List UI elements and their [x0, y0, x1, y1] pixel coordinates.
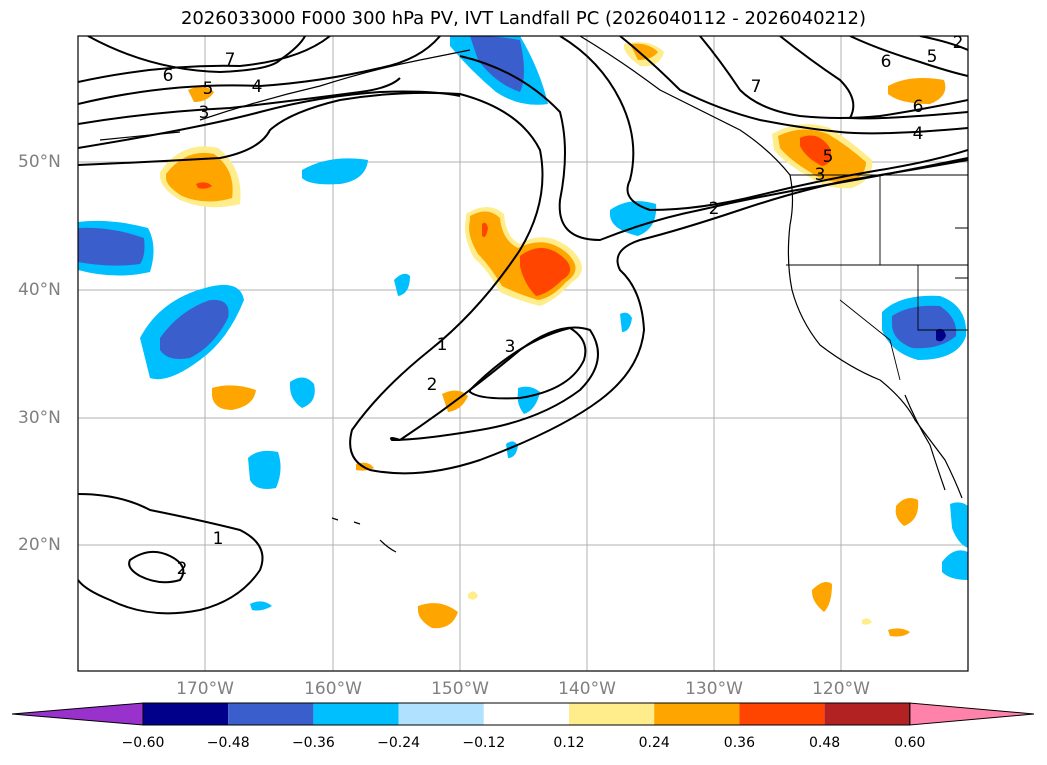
contour-label: 3	[505, 337, 516, 357]
lon-label: 150°W	[431, 679, 489, 699]
contour-label: 3	[815, 165, 826, 185]
colorbar-tick-label: 0.36	[723, 735, 755, 751]
lon-label: 140°W	[558, 679, 616, 699]
colorbar-extend-low	[11, 702, 144, 726]
colorbar-tick-label: −0.48	[206, 735, 250, 751]
contour-label: 6	[913, 97, 924, 117]
lon-label: 130°W	[685, 679, 743, 699]
colorbar-segment	[654, 703, 740, 725]
contour-label: 2	[953, 33, 964, 53]
coastlines	[99, 36, 963, 553]
contour-label: 2	[427, 375, 438, 395]
colorbar-tick-label: −0.12	[462, 735, 506, 751]
lat-label: 30°N	[18, 408, 61, 428]
pv-contours	[78, 36, 968, 615]
lon-label: 160°W	[304, 679, 362, 699]
colorbar-segment	[143, 703, 229, 725]
colorbar-tick-label: 0.60	[894, 735, 926, 751]
map-title: 2026033000 F000 300 hPa PV, IVT Landfall…	[180, 8, 867, 29]
colorbar-segment	[228, 703, 314, 725]
contour-label: 2	[177, 559, 188, 579]
contour-label: 6	[881, 52, 892, 72]
lat-label: 20°N	[18, 535, 61, 555]
contour-label: 4	[913, 124, 924, 144]
colorbar-extend-high	[909, 702, 1035, 726]
contour-label: 5	[927, 47, 938, 67]
lat-label: 40°N	[18, 280, 61, 300]
lon-label: 120°W	[812, 679, 870, 699]
colorbar-frame	[142, 702, 911, 726]
colorbar-segment	[483, 703, 569, 725]
colorbar-tick-label: −0.24	[377, 735, 421, 751]
contour-labels: 7 6 5 4 3 2 1 3 2 1 2 6 5 4 6 7 2 5 3	[163, 33, 964, 579]
contour-label: 4	[252, 77, 263, 97]
lat-label: 50°N	[18, 152, 61, 172]
contour-label: 7	[225, 50, 236, 70]
contour-label: 5	[203, 79, 214, 99]
contour-label: 1	[437, 335, 448, 355]
contour-label: 2	[709, 199, 720, 219]
colorbar-segment	[569, 703, 655, 725]
colorbar-segment	[739, 703, 825, 725]
lon-label: 170°W	[176, 679, 234, 699]
colorbar-tick-label: 0.48	[809, 735, 841, 751]
colorbar-tick-label: −0.36	[291, 735, 335, 751]
contour-label: 7	[751, 77, 762, 97]
negative-anomaly-regions	[78, 36, 968, 611]
colorbar-segment	[824, 703, 910, 725]
contour-label: 3	[199, 103, 210, 123]
colorbar-tick-label: 0.12	[553, 735, 585, 751]
contour-label: 5	[823, 147, 834, 167]
colorbar-segment	[398, 703, 484, 725]
map-frame	[77, 35, 969, 672]
contour-label: 6	[163, 66, 174, 86]
colorbar-tick-label: −0.60	[121, 735, 165, 751]
colorbar-tick-label: 0.24	[638, 735, 670, 751]
positive-anomaly-regions	[160, 42, 946, 637]
colorbar-segment	[313, 703, 399, 725]
contour-label: 1	[213, 529, 224, 549]
